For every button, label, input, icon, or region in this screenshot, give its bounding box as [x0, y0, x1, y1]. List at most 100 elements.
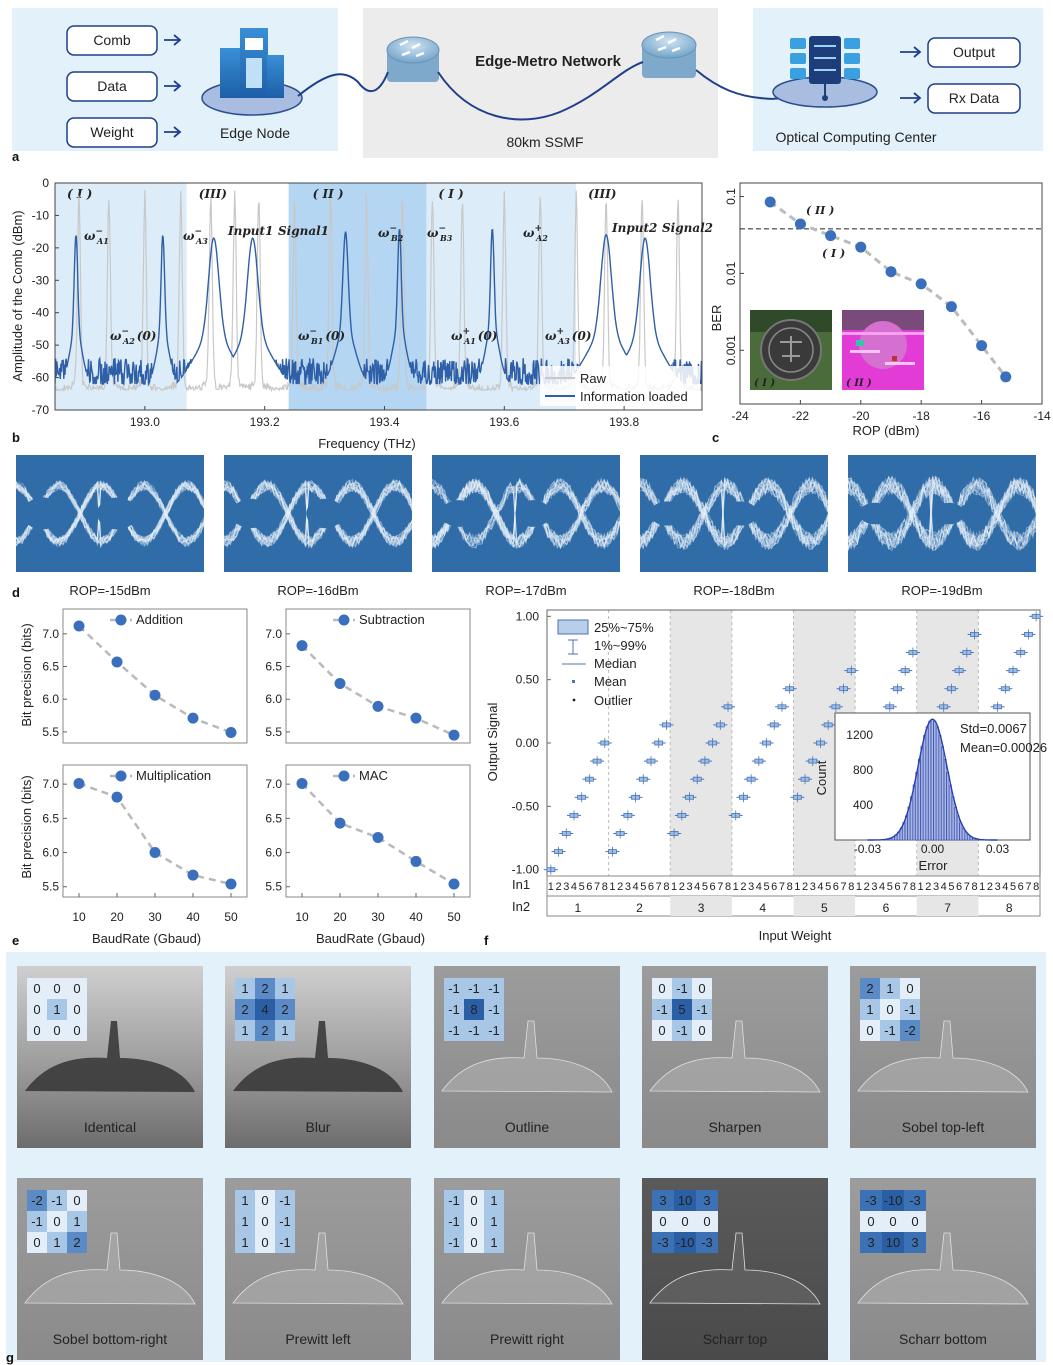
kernel-cell-value: 1	[53, 1235, 60, 1250]
kernel-cell-value: 0	[470, 1214, 477, 1229]
in1-tick: 3	[563, 881, 569, 893]
histogram-bar	[923, 735, 926, 841]
kernel-cell-value: -1	[656, 1002, 668, 1017]
histogram-bar	[933, 720, 937, 841]
in1-tick: 2	[925, 881, 931, 893]
kernel-cell-value: -1	[279, 1193, 291, 1208]
kernel-cell-value: 2	[73, 1235, 80, 1250]
kernel-name-8: Scharr top	[703, 1331, 768, 1347]
legend-mean-swatch	[572, 680, 575, 683]
kernel-cell-value: 2	[241, 1002, 248, 1017]
kernel-name-0: Identical	[84, 1119, 136, 1135]
histogram-bar	[949, 784, 952, 841]
kernel-cell	[67, 1232, 87, 1253]
panel-label-b: b	[12, 430, 20, 445]
kernel-cell-value: 1	[490, 1235, 497, 1250]
eye-opening	[650, 501, 684, 526]
kernel-cell-value: 0	[659, 1214, 666, 1229]
kernel-cell	[692, 1020, 712, 1041]
precision-xtick-label-2: 30	[148, 910, 162, 924]
precision-chart-1: Subtraction 7.0 6.5 6.0 5.5	[265, 608, 471, 744]
kernel-cell	[444, 1190, 464, 1211]
boxplot-xlabel: Input Weight	[759, 928, 832, 943]
kernel-cell-value: -1	[448, 1193, 460, 1208]
in1-tick: 6	[1018, 881, 1024, 893]
spectrum-peak-label-4: ω− B2	[378, 224, 404, 243]
spectrum-peak-label-3: Signal1	[278, 224, 329, 238]
precision-xtick-label-2: 30	[371, 910, 385, 924]
island-shape	[857, 1020, 1029, 1093]
in1-tick: 7	[841, 881, 847, 893]
in1-tick: 2	[617, 881, 623, 893]
boxplot-group-shade	[670, 610, 732, 876]
kernel-cell	[652, 978, 672, 999]
in1-tick: 3	[810, 881, 816, 893]
kernel-cell-value: -1	[279, 1235, 291, 1250]
precision-chart-3: MAC 7.0 6.5 6.0 5.5 10 20 30 40 50	[265, 764, 471, 924]
kernel-cell-value: 0	[886, 1002, 893, 1017]
inset-ytick-label-1: 800	[853, 763, 873, 777]
precision-xtick-label-0: 10	[72, 910, 86, 924]
kernel-cell	[27, 999, 47, 1020]
precision-xtick-label-4: 50	[224, 910, 238, 924]
kernel-cell-value: 2	[261, 1023, 268, 1038]
spectrum-xtick-label-2: 193.4	[369, 415, 399, 429]
ber-ytick-label-0: 0.1	[724, 188, 738, 205]
boxplot-ytick-label-3: -0.50	[512, 799, 540, 813]
kernel-cell-value: 3	[867, 1235, 874, 1250]
precision-ytick-label-0: 7.0	[265, 777, 282, 791]
input-box-2	[66, 117, 158, 148]
in1-tick: 5	[763, 881, 769, 893]
kernel-cell	[255, 1020, 275, 1041]
arrow-icon	[164, 126, 182, 138]
precision-chart-0: Addition 7.0 6.5 6.0 5.5	[42, 608, 248, 744]
kernel-cell-value: 3	[659, 1193, 666, 1208]
in1-tick: 3	[625, 881, 631, 893]
precision-point	[296, 777, 308, 789]
kernel-cell	[860, 1211, 882, 1232]
kernel-cell	[696, 1190, 718, 1211]
ber-point	[825, 230, 837, 242]
spectrum-ytick-label-2: -20	[32, 241, 50, 255]
histogram-bar	[956, 815, 960, 841]
kernel-cell-value: -3	[657, 1235, 669, 1250]
eye-diagrams: ROP=-15dBm ROP=-16dBm ROP=-17dBm ROP=-18dBm…	[15, 455, 1037, 598]
in1-tick: 7	[779, 881, 785, 893]
ber-point	[1000, 371, 1012, 383]
fiber-label: 80km SSMF	[506, 134, 583, 150]
kernel-name-2: Outline	[505, 1119, 550, 1135]
kernel-card-2: -1 -1 -1 -1 8 -1 -1 -1 -1 Outline	[434, 966, 620, 1148]
ber-xtick-label-5: -14	[1033, 409, 1051, 423]
kernel-cell	[444, 1020, 464, 1041]
eye-opening	[933, 502, 965, 525]
in1-tick: 2	[864, 881, 870, 893]
spectrum-peak-label-5: ω− B3	[427, 224, 453, 243]
kernel-cell-value: -1	[448, 1023, 460, 1038]
eye-opening	[724, 501, 758, 526]
kernel-cell	[696, 1232, 718, 1253]
precision-xtick-label-3: 40	[186, 910, 200, 924]
kernel-cell-value: 1	[281, 981, 288, 996]
eye-label-1: ROP=-16dBm	[277, 583, 358, 598]
kernel-cell	[67, 1211, 87, 1232]
inset-ytick-label-2: 400	[853, 798, 873, 812]
in1-tick: 3	[933, 881, 939, 893]
kernel-cell	[444, 1211, 464, 1232]
arrow-icon	[900, 46, 922, 58]
spectrum-region-label-0: ( I )	[67, 187, 92, 201]
in1-tick: 3	[995, 881, 1001, 893]
fiber-link-middle	[437, 61, 644, 121]
eye-diagram-2	[431, 455, 621, 572]
kernel-cell-value: 0	[703, 1214, 710, 1229]
kernel-cell-value: -1	[51, 1193, 63, 1208]
in1-tick: 2	[679, 881, 685, 893]
precision-point	[448, 729, 460, 741]
precision-ytick-label-2: 6.0	[42, 846, 59, 860]
boxplot-legend-label-4: Outlier	[594, 693, 633, 708]
in1-tick: 5	[948, 881, 954, 893]
spectrum-xlabel: Frequency (THz)	[318, 436, 416, 451]
kernel-cell-value: 1	[73, 1214, 80, 1229]
router-icon-left	[386, 36, 440, 82]
kernel-cell-value: 0	[658, 981, 665, 996]
